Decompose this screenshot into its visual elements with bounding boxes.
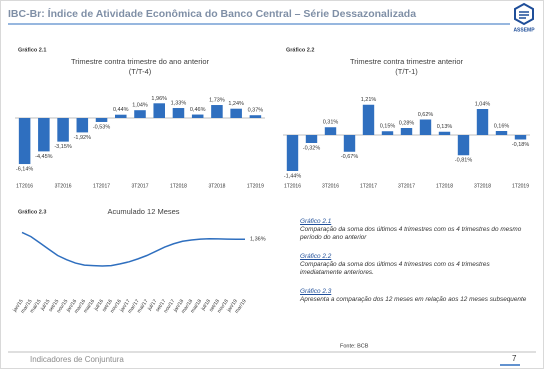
x-tick-label: 1T2018: [436, 183, 453, 189]
note-heading: Gráfico 2.2: [300, 253, 332, 260]
chart-label: Gráfico 2.2: [286, 47, 314, 53]
bar: [495, 131, 508, 135]
value-label: 1,21%: [361, 97, 377, 103]
bar: [400, 128, 413, 135]
x-tick-label: 3T2016: [55, 183, 72, 189]
bar: [286, 135, 299, 171]
x-tick-label: 3T2017: [132, 183, 149, 189]
value-label: 0,16%: [494, 123, 510, 129]
bar: [134, 110, 146, 118]
value-label: -0,67%: [341, 154, 359, 160]
bar: [211, 105, 223, 118]
x-tick-label: 3T2016: [322, 183, 339, 189]
note-heading: Gráfico 2.1: [300, 218, 332, 225]
chart-title: Trimestre contra trimestre anterior: [350, 57, 464, 66]
logo-text: ASSEMP: [513, 27, 535, 33]
value-label: 0,31%: [323, 120, 339, 126]
bar: [438, 131, 451, 135]
value-label: 0,28%: [399, 120, 415, 126]
value-label: 0,37%: [248, 108, 264, 114]
value-label: 1,96%: [151, 96, 167, 102]
bar: [38, 118, 50, 152]
bar: [514, 135, 527, 140]
chart-title: Trimestre contra trimestre do ano anteri…: [71, 57, 210, 66]
chart-subtitle: (T/T-1): [395, 67, 418, 76]
value-label: 0,62%: [418, 112, 434, 118]
value-label: -0,32%: [303, 145, 321, 151]
value-label: 0,44%: [113, 107, 129, 113]
x-tick-label: 1T2017: [360, 183, 377, 189]
bar: [153, 103, 165, 118]
x-tick-label: 3T2018: [208, 183, 225, 189]
footer-text: Indicadores de Conjuntura: [30, 355, 124, 364]
logo-icon-lines: [519, 11, 529, 19]
value-label: 0,46%: [190, 107, 206, 113]
bar: [76, 118, 89, 133]
chart-label: Gráfico 2.1: [18, 47, 46, 53]
value-label: 1,04%: [132, 103, 148, 109]
value-label: 1,36%: [250, 237, 266, 243]
note-text: Comparação da soma dos últimos 4 trimest…: [300, 226, 522, 241]
bar: [324, 127, 337, 135]
logo-icon: [514, 2, 534, 26]
value-label: -0,81%: [455, 158, 473, 164]
note-text: Comparação da soma dos últimos 4 trimest…: [300, 261, 490, 276]
bar: [305, 135, 318, 143]
value-label: 1,33%: [171, 100, 187, 106]
bar: [172, 108, 185, 118]
note-text: Apresenta a comparação dos 12 meses em r…: [300, 296, 527, 303]
x-tick-label: 1T2017: [93, 183, 110, 189]
bar: [249, 115, 262, 118]
bar: [191, 114, 204, 118]
value-label: 0,15%: [380, 124, 396, 130]
page-number: 7: [512, 354, 517, 363]
chart-subtitle: (T/T-4): [129, 67, 152, 76]
value-label: -4,45%: [35, 154, 53, 160]
x-tick-label: 1T2019: [512, 183, 529, 189]
x-tick-label: 1T2016: [284, 183, 301, 189]
bar: [457, 135, 470, 156]
bar: [419, 119, 432, 135]
value-label: 1,73%: [209, 97, 225, 103]
bar: [18, 118, 31, 165]
note: Gráfico 2.1 Comparação da soma dos último…: [300, 218, 530, 242]
value-label: -1,92%: [74, 135, 92, 141]
value-label: 1,04%: [475, 101, 491, 107]
x-tick-label: 1T2016: [16, 183, 33, 189]
x-tick-label: 1T2018: [170, 183, 187, 189]
value-label: 1,24%: [228, 101, 244, 107]
bar: [343, 135, 356, 152]
note: Gráfico 2.3 Apresenta a comparação dos 12…: [300, 288, 530, 304]
bar: [115, 114, 127, 118]
value-label: -0,53%: [93, 124, 111, 130]
value-label: -3,15%: [54, 144, 72, 150]
source: Fonte: BCB: [340, 343, 369, 349]
chart-label: Gráfico 2.3: [18, 209, 46, 215]
value-label: -6,14%: [16, 167, 34, 173]
slide-title: IBC-Br: Índice de Atividade Econômica do…: [8, 7, 416, 20]
value-label: 0,13%: [437, 124, 453, 130]
x-tick-label: 3T2018: [474, 183, 491, 189]
note-heading: Gráfico 2.3: [300, 288, 332, 295]
bar: [57, 118, 69, 142]
x-tick-label: 1T2019: [247, 183, 264, 189]
bar: [362, 104, 375, 135]
bar: [95, 118, 108, 122]
note: Gráfico 2.2 Comparação da soma dos último…: [300, 253, 530, 277]
bar: [381, 131, 394, 135]
bar: [230, 108, 242, 118]
chart-title: Acumulado 12 Meses: [107, 207, 179, 216]
bar: [476, 109, 489, 135]
value-label: -1,44%: [284, 173, 302, 179]
x-tick-label: 3T2017: [398, 183, 415, 189]
value-label: -0,18%: [512, 142, 530, 148]
line: [21, 231, 246, 267]
